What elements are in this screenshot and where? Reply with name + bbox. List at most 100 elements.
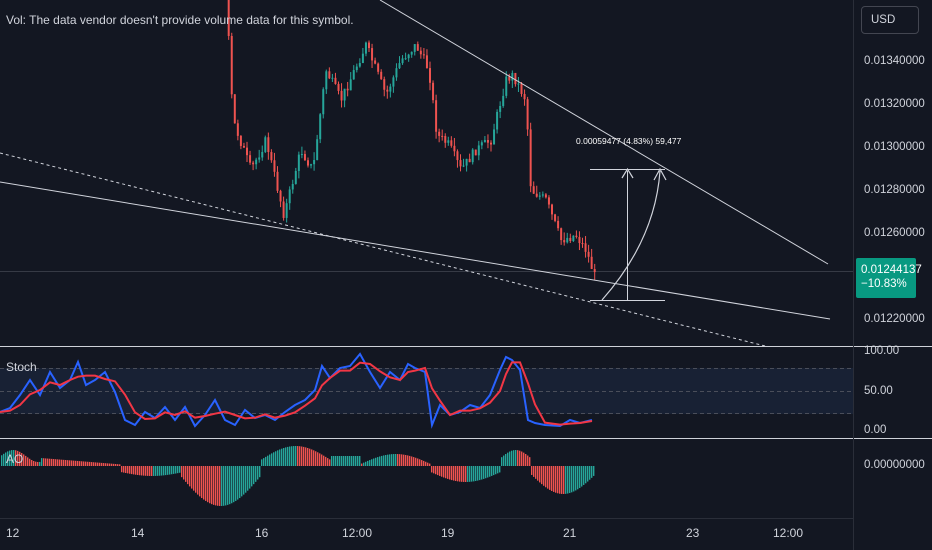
ao-bar (371, 459, 373, 466)
ao-bar (387, 454, 389, 466)
candle-body (364, 42, 367, 54)
currency-button[interactable]: USD (861, 6, 919, 34)
price-tick: 0.01280000 (864, 184, 925, 196)
ao-bar (585, 466, 587, 484)
ao-bar (343, 456, 345, 466)
ao-bar (581, 466, 583, 487)
ao-bar (461, 466, 463, 482)
ao-bar (359, 456, 361, 466)
price-tick: 0.01340000 (864, 55, 925, 67)
candle-body (480, 142, 483, 146)
ao-bar (173, 466, 175, 474)
candle-body (590, 256, 593, 270)
volume-notice: Vol: The data vendor doesn't provide vol… (6, 13, 354, 27)
ao-bar (23, 454, 25, 466)
ao-bar (351, 456, 353, 466)
candle-body (276, 171, 279, 191)
ao-bar (177, 466, 179, 474)
ao-bar (231, 466, 233, 504)
ao-bar (297, 446, 299, 466)
ao-bar (149, 466, 151, 476)
ao-bar (93, 462, 95, 466)
ao-bar (419, 459, 421, 466)
ao-bar (281, 448, 283, 466)
ao-bar (235, 466, 237, 501)
ao-bar (455, 466, 457, 482)
ao-bar (45, 458, 47, 466)
candle-body (249, 155, 252, 163)
current-price-tag: 0.01244137 −10.83% (856, 258, 922, 298)
ao-bar (19, 451, 21, 466)
candle-body (389, 86, 392, 92)
ao-bar (495, 466, 497, 475)
candle-body (291, 183, 294, 190)
candle-body (560, 228, 563, 241)
ao-bar (123, 466, 125, 473)
ao-bar (479, 466, 481, 481)
ao-bar (69, 460, 71, 466)
candle-body (566, 237, 569, 243)
ao-bar (307, 447, 309, 466)
candle-body (529, 129, 532, 187)
ao-bar (155, 466, 157, 476)
ao-bar (133, 466, 135, 475)
ao-bar (151, 466, 153, 476)
candle-body (538, 195, 541, 197)
ao-bar (591, 466, 593, 478)
ao-bar (407, 455, 409, 466)
ao-bar (369, 460, 371, 466)
candle-body (416, 44, 419, 51)
ao-bar (275, 451, 277, 466)
ao-pane-label[interactable]: AO (6, 452, 24, 466)
ao-bar (35, 461, 37, 466)
ao-bar (563, 466, 565, 494)
ao-bar (497, 466, 499, 474)
ao-bar (293, 446, 295, 466)
ao-bar (21, 453, 23, 466)
ao-bar (11, 450, 13, 466)
stoch-tick: 100.00 (864, 345, 900, 357)
ao-bar (287, 446, 289, 466)
ao-bar (257, 466, 259, 480)
ao-bar (159, 466, 161, 476)
ao-bar (375, 457, 377, 466)
ao-bar (505, 454, 507, 466)
ao-bar (483, 466, 485, 479)
current-price-value: 0.01244137 (861, 264, 922, 276)
candle-body (496, 111, 499, 130)
stoch-tick: 50.00 (864, 385, 893, 397)
ao-bar (429, 463, 431, 466)
ao-bar (77, 460, 79, 466)
ao-bar (253, 466, 255, 485)
ao-bar (143, 466, 145, 476)
curved-projection-arrow[interactable] (601, 170, 661, 301)
ao-bar (91, 462, 93, 466)
ao-bar (213, 466, 215, 505)
candle-body (377, 63, 380, 72)
candle-body (386, 89, 389, 92)
current-price-change: −10.83% (861, 278, 907, 290)
ao-bar (349, 456, 351, 466)
candle-body (407, 54, 410, 59)
dashed-support-line[interactable] (0, 152, 766, 347)
candle-body (462, 165, 465, 167)
ao-bar (255, 466, 257, 482)
ao-bar (575, 466, 577, 491)
candle-body (233, 94, 236, 124)
ao-bar (241, 466, 243, 497)
ao-bar (65, 460, 67, 466)
price-tick: 0.01300000 (864, 141, 925, 153)
candle-body (288, 189, 291, 204)
candle-body (593, 269, 596, 273)
ao-bar (335, 456, 337, 466)
ao-bar (283, 447, 285, 466)
ao-tick: 0.00000000 (864, 459, 925, 471)
ao-bar (463, 466, 465, 482)
candle-body (456, 151, 459, 161)
stoch-pane-label[interactable]: Stoch (6, 360, 37, 374)
ao-bar (43, 458, 45, 466)
stoch-d-line (0, 361, 593, 426)
upper-trend-line[interactable] (379, 0, 829, 265)
lower-trend-line[interactable] (0, 181, 831, 320)
